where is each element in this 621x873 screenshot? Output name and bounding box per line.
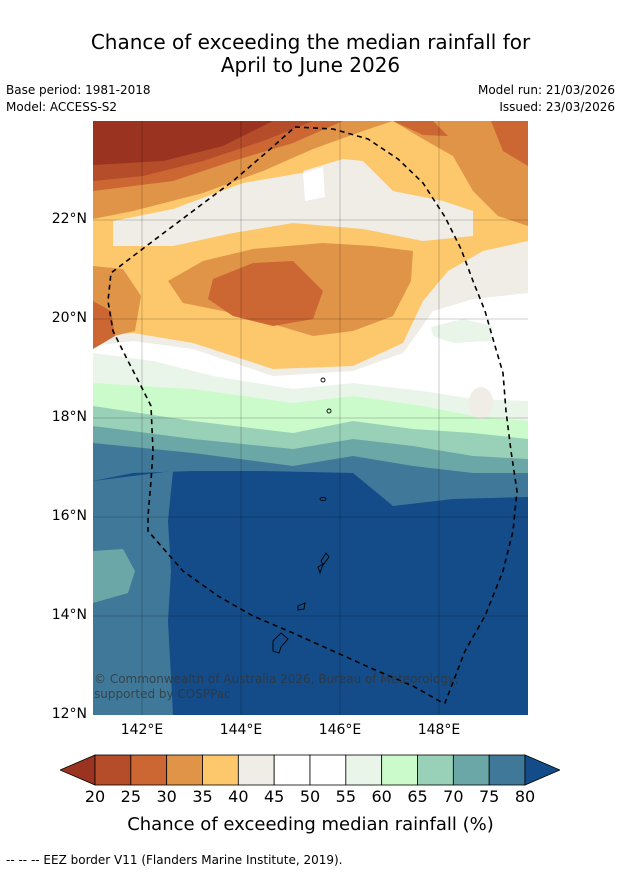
zone-55-60-patch	[431, 319, 493, 343]
lat-tick-16n: 16°N	[51, 508, 87, 524]
colorbar-segment-30-35	[166, 754, 203, 786]
zone-30-35-northeast	[393, 121, 528, 226]
colorbar-extend-low	[60, 754, 96, 786]
colorbar-tick-80: 80	[514, 787, 536, 806]
colorbar-segment-20-25	[94, 754, 132, 786]
title-line-2: April to June 2026	[220, 53, 401, 77]
zone-70-75-patch	[93, 549, 135, 603]
copyright-notice: © Commonwealth of Australia 2026, Bureau…	[94, 672, 459, 701]
lat-tick-20n: 20°N	[51, 310, 87, 326]
colorbar-tick-60: 60	[371, 787, 392, 806]
tinian-island	[320, 552, 330, 566]
rainfall-map-svg	[93, 121, 528, 715]
colorbar-tick-35: 35	[192, 787, 213, 806]
colorbar-segment-75-80	[488, 754, 526, 786]
aguijan-island	[317, 562, 324, 575]
zone-25-30-northeast-2	[491, 121, 528, 166]
colorbar-tick-30: 30	[156, 787, 177, 806]
colorbar-label: Chance of exceeding median rainfall (%)	[127, 814, 494, 835]
base-period: Base period: 1981-2018	[6, 83, 151, 97]
colorbar-segment-60-65	[381, 754, 418, 786]
colorbar	[60, 754, 560, 786]
island-small-2	[326, 408, 332, 414]
lat-tick-22n: 22°N	[51, 211, 87, 227]
colorbar-segment-65-70	[417, 754, 454, 786]
title-line-1: Chance of exceeding the median rainfall …	[90, 30, 531, 54]
rainfall-map	[93, 121, 528, 715]
lon-tick-142e: 142°E	[120, 722, 164, 738]
zone-40-45-north	[113, 161, 473, 246]
zone-25-30-central	[208, 261, 323, 326]
colorbar-segment-55-60	[345, 754, 383, 786]
colorbar-tick-55: 55	[335, 787, 356, 806]
zone-75-80-west	[93, 471, 173, 715]
lat-tick-18n: 18°N	[51, 409, 87, 425]
islands	[272, 377, 332, 654]
colorbar-tick-45: 45	[263, 787, 285, 806]
colorbar-tick-65: 65	[407, 787, 428, 806]
zone-below-20	[93, 121, 273, 165]
lat-tick-14n: 14°N	[51, 607, 87, 623]
zone-40-45-patch	[469, 387, 493, 419]
zone-25-30-northeast-1	[393, 121, 448, 136]
rota-island	[297, 602, 306, 611]
colorbar-tick-25: 25	[120, 787, 141, 806]
lon-tick-144e: 144°E	[219, 722, 263, 738]
colorbar-tick-40: 40	[228, 787, 249, 806]
colorbar-segment-25-30	[130, 754, 168, 786]
gridlines	[93, 121, 528, 715]
model-run-date: Model run: 21/03/2026	[477, 83, 615, 97]
colorbar-tick-70: 70	[443, 787, 464, 806]
colorbar-extend-high	[524, 754, 560, 786]
colorbar-segment-45-50	[273, 754, 311, 786]
guam-island	[272, 632, 289, 654]
colorbar-tick-20: 20	[84, 787, 106, 806]
colorbar-segment-40-45	[237, 754, 275, 786]
island-small-3	[320, 377, 326, 383]
colorbar-segment-35-40	[202, 754, 239, 786]
zone-45-55-north	[303, 167, 325, 201]
colorbar-ticks: 20 25 30 35 40 45 50 55 60 65 70 75 80	[0, 787, 621, 809]
lon-tick-148e: 148°E	[417, 722, 461, 738]
model-name: Model: ACCESS-S2	[6, 100, 118, 114]
issued-date: Issued: 23/03/2026	[499, 100, 615, 114]
colorbar-segment-50-55	[309, 754, 347, 786]
colorbar-segment-70-75	[452, 754, 490, 786]
eez-footnote: -- -- -- EEZ border V11 (Flanders Marine…	[6, 853, 343, 867]
lat-tick-12n: 12°N	[51, 706, 87, 722]
colorbar-tick-75: 75	[478, 787, 500, 806]
island-small-1	[319, 496, 327, 502]
lon-tick-146e: 146°E	[318, 722, 362, 738]
colorbar-tick-50: 50	[299, 787, 321, 806]
